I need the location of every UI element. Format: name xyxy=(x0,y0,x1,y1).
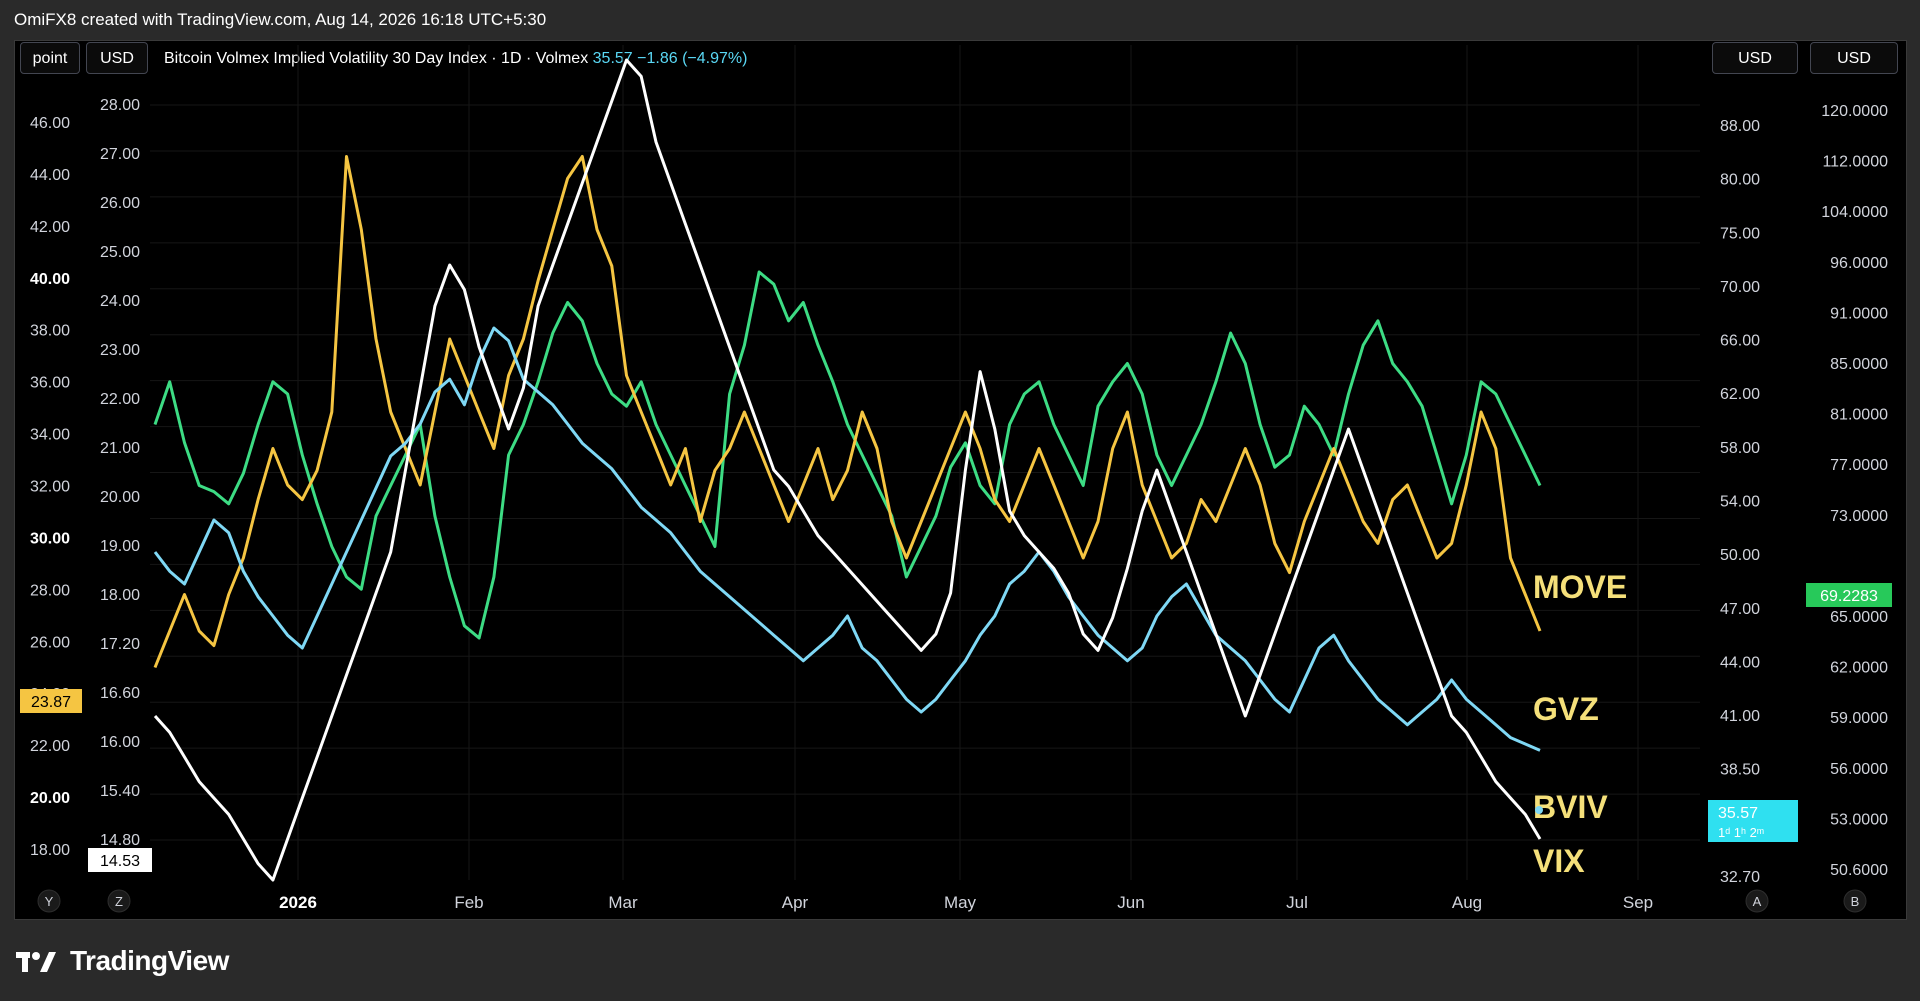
currency-right-a-button[interactable]: USD xyxy=(1712,42,1798,74)
currency-left-button[interactable]: USD xyxy=(86,42,148,74)
legend-change: −1.86 (−4.97%) xyxy=(637,50,748,67)
legend-title: Bitcoin Volmex Implied Volatility 30 Day… xyxy=(164,50,589,67)
point-scale-button[interactable]: point xyxy=(20,42,80,74)
tradingview-logo-icon xyxy=(16,952,56,972)
series-legend: Bitcoin Volmex Implied Volatility 30 Day… xyxy=(164,48,747,70)
tradingview-logo[interactable]: TradingView xyxy=(16,943,229,979)
tradingview-wordmark: TradingView xyxy=(70,945,229,976)
legend-value: 35.57 xyxy=(592,50,633,67)
chart-panel xyxy=(14,40,1907,920)
currency-right-b-button[interactable]: USD xyxy=(1810,42,1898,74)
chart-attribution: OmiFX8 created with TradingView.com, Aug… xyxy=(14,10,547,29)
